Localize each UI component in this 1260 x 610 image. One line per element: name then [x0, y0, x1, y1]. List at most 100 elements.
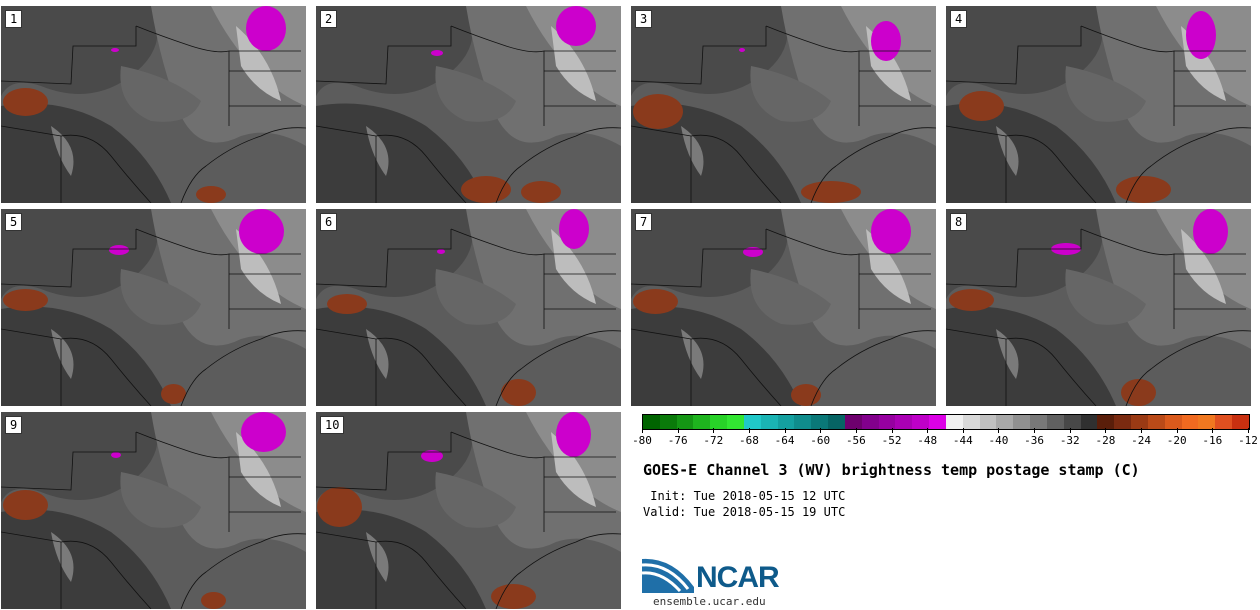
- color-scale-segment: [962, 415, 980, 429]
- color-scale-segment: [777, 415, 795, 429]
- init-time: Init: Tue 2018-05-15 12 UTC: [643, 489, 846, 503]
- color-scale-tick-mark: [784, 428, 786, 433]
- color-scale-segment: [659, 415, 677, 429]
- water-vapor-map: [1, 209, 306, 406]
- site-url: ensemble.ucar.edu: [653, 595, 766, 608]
- water-vapor-map: [631, 209, 936, 406]
- valid-time: Valid: Tue 2018-05-15 19 UTC: [643, 505, 846, 519]
- color-scale-tick-label: -52: [881, 434, 902, 447]
- color-scale-tick-label: -60: [810, 434, 831, 447]
- color-scale-segment: [1013, 415, 1031, 429]
- color-scale-tick-label: -40: [988, 434, 1009, 447]
- color-scale-segment: [710, 415, 728, 429]
- color-scale-segment: [1097, 415, 1115, 429]
- color-scale-tick-label: -64: [774, 434, 795, 447]
- color-scale-segment: [1147, 415, 1165, 429]
- color-scale-bar: [642, 414, 1250, 430]
- color-scale-tick-mark: [1069, 428, 1071, 433]
- color-scale-tick-label: -32: [1059, 434, 1080, 447]
- color-scale-segment: [1181, 415, 1199, 429]
- color-scale-segment: [1231, 415, 1249, 429]
- color-scale-tick-label: -72: [703, 434, 724, 447]
- color-scale-segment: [929, 415, 946, 429]
- color-scale-tick-mark: [962, 428, 964, 433]
- color-scale-tick-label: -16: [1202, 434, 1223, 447]
- color-scale-segment: [643, 415, 660, 429]
- color-scale-segment: [895, 415, 913, 429]
- color-scale-tick-mark: [927, 428, 929, 433]
- figure-title: GOES-E Channel 3 (WV) brightness temp po…: [643, 461, 1140, 479]
- ncar-logo-icon: [642, 558, 694, 593]
- color-scale-tick-label: -56: [845, 434, 866, 447]
- color-scale-tick-label: -20: [1166, 434, 1187, 447]
- panel-member-6: 6: [316, 209, 621, 406]
- color-scale-segment: [828, 415, 845, 429]
- color-scale-tick-mark: [1105, 428, 1107, 433]
- panel-label: 1: [5, 10, 23, 28]
- color-scale-tick-mark: [748, 428, 750, 433]
- panel-member-5: 5: [1, 209, 306, 406]
- color-scale-segment: [676, 415, 694, 429]
- water-vapor-map: [1, 6, 306, 203]
- panel-member-10: 10: [316, 412, 621, 609]
- water-vapor-map: [316, 6, 621, 203]
- color-scale-segment: [1030, 415, 1047, 429]
- water-vapor-map: [1, 412, 306, 609]
- color-scale-segment: [727, 415, 744, 429]
- color-scale-tick-mark: [820, 428, 822, 433]
- color-scale-segment: [1198, 415, 1216, 429]
- color-scale-tick-label: -44: [952, 434, 973, 447]
- color-scale-tick-mark: [677, 428, 679, 433]
- color-scale-segment: [1164, 415, 1182, 429]
- color-scale-tick-mark: [855, 428, 857, 433]
- color-scale-segment: [1080, 415, 1098, 429]
- color-scale-tick-mark: [1248, 428, 1249, 433]
- panel-label: 2: [320, 10, 338, 28]
- color-scale-segment: [1114, 415, 1132, 429]
- color-scale-tick-mark: [891, 428, 893, 433]
- panel-label: 3: [635, 10, 653, 28]
- panel-member-2: 2: [316, 6, 621, 203]
- color-scale-segment: [743, 415, 761, 429]
- logo-text: NCAR: [696, 561, 780, 594]
- panel-member-4: 4: [946, 6, 1251, 203]
- panel-label: 10: [320, 416, 345, 434]
- color-scale-tick-label: -24: [1131, 434, 1151, 447]
- color-scale-segment: [1131, 415, 1148, 429]
- color-scale-ticks: -80 -76 -72 -68 -64 -60 -56 -52 -48 -44 -40 -36 -32 -…: [632, 428, 1258, 450]
- color-scale-segment: [912, 415, 930, 429]
- panel-label: 6: [320, 213, 338, 231]
- color-scale-segment: [861, 415, 879, 429]
- color-scale-segment: [844, 415, 862, 429]
- panel-label: 4: [950, 10, 968, 28]
- water-vapor-map: [946, 6, 1251, 203]
- panel-label: 9: [5, 416, 23, 434]
- color-scale-tick-mark: [998, 428, 1000, 433]
- panel-label: 7: [635, 213, 653, 231]
- color-scale-segment: [996, 415, 1014, 429]
- color-scale-segment: [945, 415, 963, 429]
- color-scale-segment: [979, 415, 997, 429]
- water-vapor-map: [946, 209, 1251, 406]
- color-scale-tick-mark: [1212, 428, 1214, 433]
- color-scale-tick-mark: [1034, 428, 1036, 433]
- color-scale-segment: [1046, 415, 1064, 429]
- color-scale-tick-label: -28: [1095, 434, 1116, 447]
- color-scale-tick-label: -80: [632, 434, 652, 447]
- panel-member-7: 7: [631, 209, 936, 406]
- color-scale-segment: [693, 415, 711, 429]
- panel-label: 8: [950, 213, 968, 231]
- color-scale-tick-label: -36: [1024, 434, 1045, 447]
- color-scale-segment: [811, 415, 829, 429]
- color-scale-tick-mark: [642, 428, 643, 433]
- color-scale-segment: [1215, 415, 1232, 429]
- color-scale-segment: [794, 415, 812, 429]
- color-scale-tick-mark: [1176, 428, 1178, 433]
- color-scale-tick-label: -48: [917, 434, 938, 447]
- panel-member-1: 1: [1, 6, 306, 203]
- panel-member-3: 3: [631, 6, 936, 203]
- color-scale-segment: [1063, 415, 1081, 429]
- color-scale-tick-mark: [1141, 428, 1143, 433]
- color-scale-segment: [878, 415, 896, 429]
- color-scale-tick-mark: [713, 428, 715, 433]
